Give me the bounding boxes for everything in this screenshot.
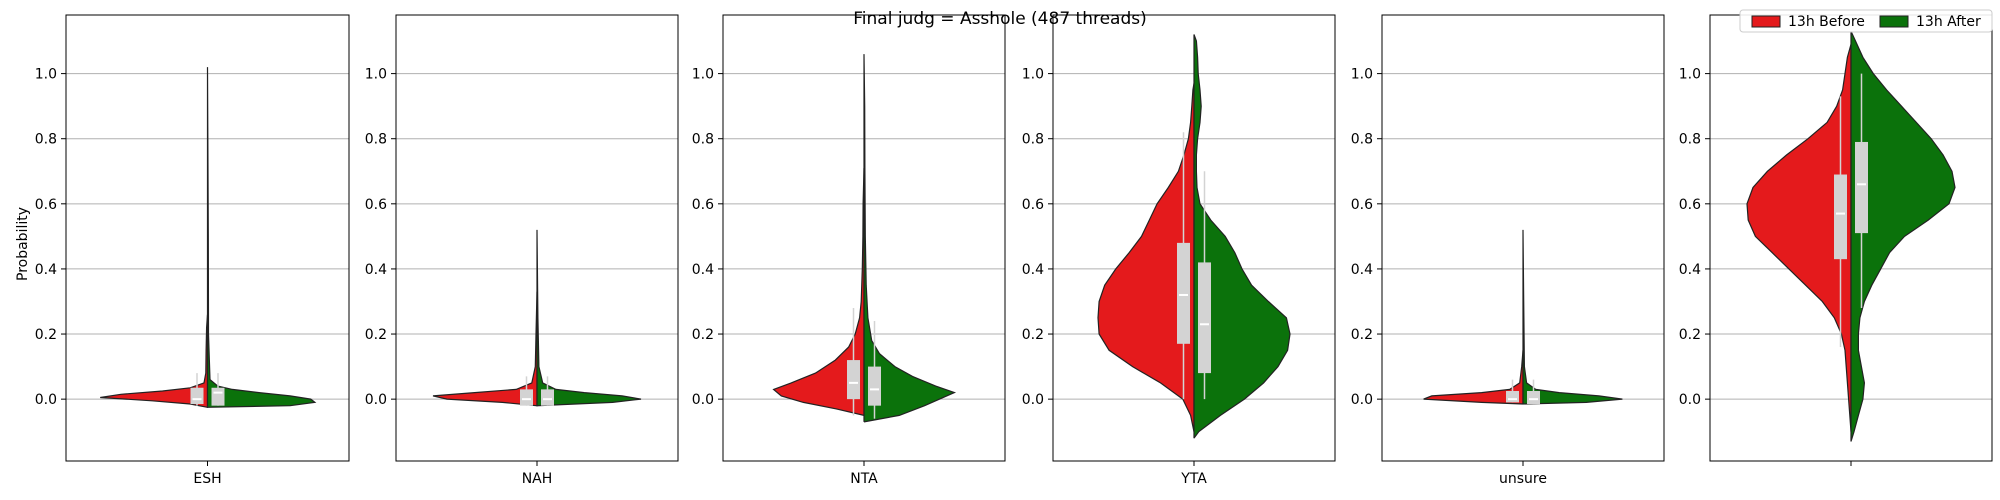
y-tick-label: 1.0 <box>365 67 387 83</box>
y-tick-label: 0.8 <box>692 132 714 148</box>
legend-box <box>1739 9 1993 33</box>
y-tick-label: 0.2 <box>1679 327 1701 343</box>
y-tick-label: 0.2 <box>1022 327 1044 343</box>
box-iqr-right <box>868 366 881 406</box>
y-axis-label: Probability <box>15 207 31 281</box>
y-tick-label: 1.0 <box>1351 67 1373 83</box>
y-tick-label: 0.0 <box>692 392 714 408</box>
legend-label: 13h Before <box>1788 14 1865 30</box>
y-tick-label: 1.0 <box>692 67 714 83</box>
violin-half-right <box>1193 34 1291 439</box>
subplot-content <box>772 54 957 423</box>
y-tick-label: 0.0 <box>1351 392 1373 408</box>
y-tick-label: 0.4 <box>692 262 714 278</box>
subplot-content <box>432 229 642 407</box>
legend-label: 13h After <box>1916 14 1981 30</box>
y-tick-label: 0.0 <box>35 392 57 408</box>
y-tick-label: 0.4 <box>35 262 57 278</box>
y-tick-label: 0.6 <box>365 197 387 213</box>
y-tick-label: 0.6 <box>35 197 57 213</box>
figure-title: Final judg = Asshole (487 threads) <box>853 9 1147 29</box>
subplot-ESH: 0.0 0.2 0.4 0.6 0.8 1.0 ESH <box>35 14 350 487</box>
x-tick-label: unsure <box>1499 471 1547 487</box>
subplot-NAH: 0.0 0.2 0.4 0.6 0.8 1.0 NAH <box>365 14 679 487</box>
y-tick-label: 0.6 <box>1351 197 1373 213</box>
violin-half-right <box>1522 229 1623 405</box>
y-tick-label: 0.2 <box>365 327 387 343</box>
y-tick-label: 1.0 <box>35 67 57 83</box>
violin-half-right <box>1850 31 1956 442</box>
x-tick-label: NTA <box>850 471 878 487</box>
violin-half-right <box>206 67 317 408</box>
box-iqr-left <box>847 360 860 400</box>
box-iqr-right <box>1198 262 1211 374</box>
subplot-content <box>1097 34 1291 439</box>
y-tick-label: 0.2 <box>1351 327 1373 343</box>
y-tick-label: 0.2 <box>692 327 714 343</box>
y-tick-label: 0.8 <box>365 132 387 148</box>
subplot-unsure: 0.0 0.2 0.4 0.6 0.8 1.0 unsure <box>1351 14 1665 487</box>
y-tick-label: 0.6 <box>1679 197 1701 213</box>
box-iqr-right <box>541 389 554 406</box>
box-iqr-left <box>190 387 204 405</box>
box-iqr-right <box>1855 141 1868 234</box>
legend-swatch <box>1751 15 1781 28</box>
y-tick-label: 1.0 <box>1022 67 1044 83</box>
y-tick-label: 0.6 <box>692 197 714 213</box>
y-tick-label: 0.8 <box>1022 132 1044 148</box>
y-tick-label: 0.4 <box>1679 262 1701 278</box>
box-iqr-left <box>520 389 533 406</box>
subplot-YTA: 0.0 0.2 0.4 0.6 0.8 1.0 YTA <box>1022 14 1336 487</box>
x-tick-label: ESH <box>193 471 221 487</box>
y-tick-label: 0.8 <box>1351 132 1373 148</box>
subplot-content <box>1423 229 1623 405</box>
panels-group: 0.0 0.2 0.4 0.6 0.8 1.0 ESH 0.0 0.2 0.4 0.6 0.8 1.0 N… <box>35 14 1993 487</box>
y-tick-label: 0.0 <box>1679 392 1701 408</box>
subplot-NTA: 0.0 0.2 0.4 0.6 0.8 1.0 NTA <box>692 14 1006 487</box>
legend: 13h Before 13h After <box>1739 9 1993 33</box>
box-iqr-left <box>1834 174 1847 260</box>
box-iqr-right <box>1527 391 1540 405</box>
y-tick-label: 0.8 <box>35 132 57 148</box>
y-tick-label: 0.4 <box>1022 262 1044 278</box>
violin-half-left <box>1097 83 1195 432</box>
y-tick-label: 0.6 <box>1022 197 1044 213</box>
violin-half-left <box>1746 44 1852 432</box>
subplot-content <box>100 67 317 409</box>
box-iqr-left <box>1506 391 1519 403</box>
box-iqr-right <box>211 387 225 406</box>
subplot-content <box>1746 31 1956 442</box>
y-tick-label: 0.4 <box>365 262 387 278</box>
y-tick-label: 0.8 <box>1679 132 1701 148</box>
x-tick-label: NAH <box>522 471 553 487</box>
legend-swatch <box>1879 15 1909 28</box>
y-tick-label: 0.0 <box>365 392 387 408</box>
y-tick-label: 0.0 <box>1022 392 1044 408</box>
y-tick-label: 1.0 <box>1679 67 1701 83</box>
y-tick-label: 0.4 <box>1351 262 1373 278</box>
box-iqr-left <box>1177 242 1190 344</box>
x-tick-label: YTA <box>1180 471 1207 487</box>
y-tick-label: 0.2 <box>35 327 57 343</box>
